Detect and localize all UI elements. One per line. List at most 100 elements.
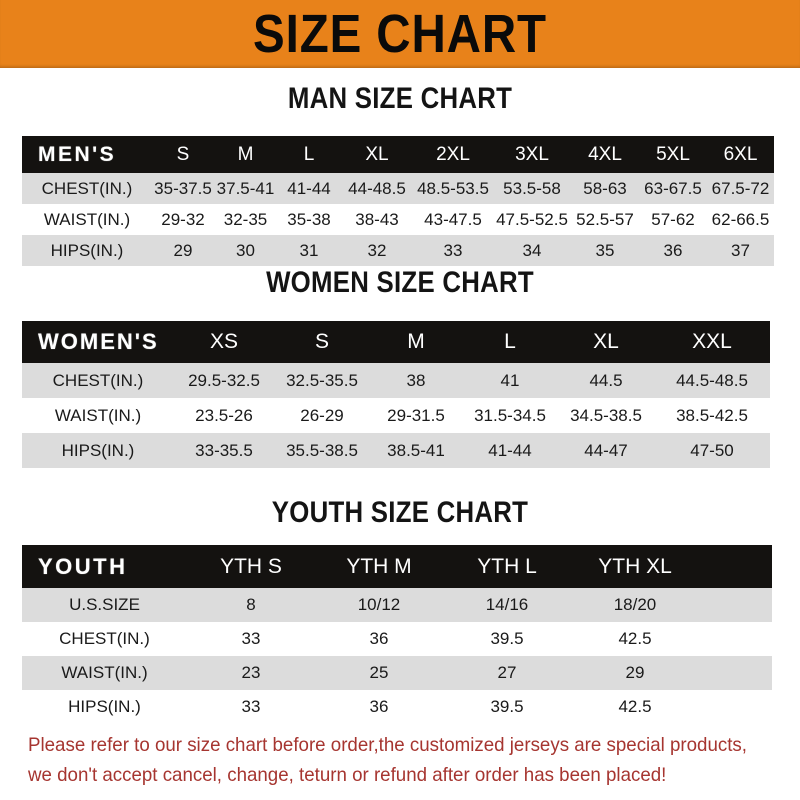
man-cell-value: 29: [152, 235, 214, 266]
man-column-header: 2XL: [413, 136, 493, 173]
man-cell-value: 52.5-57: [571, 204, 639, 235]
man-table-header-row: MEN'S S M L XL 2XL 3XL 4XL 5XL 6XL: [22, 136, 774, 173]
youth-cell-value: 42.5: [571, 622, 699, 656]
man-cell-value: 48.5-53.5: [413, 173, 493, 204]
footer-note-line-1: Please refer to our size chart before or…: [28, 734, 747, 756]
youth-cell-value: 36: [315, 690, 443, 724]
women-cell-value: 38.5-42.5: [654, 398, 770, 433]
women-cell-value: 29.5-32.5: [174, 363, 274, 398]
man-cell-value: 37: [707, 235, 774, 266]
man-cell-value: 63-67.5: [639, 173, 707, 204]
table-row: WAIST(IN.) 23.5-26 26-29 29-31.5 31.5-34.5 34…: [22, 398, 770, 433]
youth-column-header: YTH M: [315, 545, 443, 588]
youth-header-filler: [699, 545, 772, 588]
women-cell-value: 44.5: [558, 363, 654, 398]
table-row: WAIST(IN.) 23 25 27 29: [22, 656, 772, 690]
man-cell-value: 29-32: [152, 204, 214, 235]
man-cell-value: 32-35: [214, 204, 277, 235]
women-column-header: L: [462, 321, 558, 363]
page-title: SIZE CHART: [253, 4, 547, 64]
youth-cell-value: 10/12: [315, 588, 443, 622]
youth-cell-value: 8: [187, 588, 315, 622]
table-row: CHEST(IN.) 29.5-32.5 32.5-35.5 38 41 44.5 44.5…: [22, 363, 770, 398]
man-row-label: HIPS(IN.): [22, 235, 152, 266]
table-row: U.S.SIZE 8 10/12 14/16 18/20: [22, 588, 772, 622]
man-cell-value: 37.5-41: [214, 173, 277, 204]
youth-row-label: U.S.SIZE: [22, 588, 187, 622]
women-cell-value: 41-44: [462, 433, 558, 468]
man-cell-value: 58-63: [571, 173, 639, 204]
women-cell-value: 38.5-41: [370, 433, 462, 468]
man-column-header: L: [277, 136, 341, 173]
women-cell-value: 23.5-26: [174, 398, 274, 433]
man-cell-value: 41-44: [277, 173, 341, 204]
man-cell-value: 53.5-58: [493, 173, 571, 204]
women-cell-value: 35.5-38.5: [274, 433, 370, 468]
man-cell-value: 34: [493, 235, 571, 266]
women-cell-value: 41: [462, 363, 558, 398]
women-column-header: M: [370, 321, 462, 363]
women-section-title: WOMEN SIZE CHART: [266, 266, 534, 299]
table-row: HIPS(IN.) 33 36 39.5 42.5: [22, 690, 772, 724]
youth-table-header-row: YOUTH YTH S YTH M YTH L YTH XL: [22, 545, 772, 588]
man-row-label: WAIST(IN.): [22, 204, 152, 235]
man-row-label: CHEST(IN.): [22, 173, 152, 204]
man-cell-value: 35: [571, 235, 639, 266]
youth-cell-value: 25: [315, 656, 443, 690]
page-banner: SIZE CHART: [0, 0, 800, 68]
women-cell-value: 38: [370, 363, 462, 398]
youth-row-filler: [699, 588, 772, 622]
youth-cell-value: 29: [571, 656, 699, 690]
youth-size-table: YOUTH YTH S YTH M YTH L YTH XL U.S.SIZE 8 10/12…: [22, 545, 772, 724]
women-cell-value: 47-50: [654, 433, 770, 468]
women-cell-value: 44-47: [558, 433, 654, 468]
man-cell-value: 43-47.5: [413, 204, 493, 235]
man-column-header: S: [152, 136, 214, 173]
footer-note: Please refer to our size chart before or…: [28, 730, 747, 790]
women-column-header: S: [274, 321, 370, 363]
man-cell-value: 38-43: [341, 204, 413, 235]
women-column-header: XL: [558, 321, 654, 363]
man-column-header: 6XL: [707, 136, 774, 173]
table-row: CHEST(IN.) 35-37.5 37.5-41 41-44 44-48.5 48.5…: [22, 173, 774, 204]
women-size-table: WOMEN'S XS S M L XL XXL CHEST(IN.) 29.5-32.5 32.5…: [22, 321, 770, 468]
women-header-label: WOMEN'S: [22, 321, 174, 363]
youth-cell-value: 14/16: [443, 588, 571, 622]
women-cell-value: 26-29: [274, 398, 370, 433]
man-cell-value: 57-62: [639, 204, 707, 235]
man-header-label: MEN'S: [22, 136, 152, 173]
table-row: HIPS(IN.) 33-35.5 35.5-38.5 38.5-41 41-44 44-…: [22, 433, 770, 468]
youth-column-header: YTH S: [187, 545, 315, 588]
man-cell-value: 35-37.5: [152, 173, 214, 204]
man-column-header: 3XL: [493, 136, 571, 173]
man-cell-value: 67.5-72: [707, 173, 774, 204]
man-cell-value: 62-66.5: [707, 204, 774, 235]
women-cell-value: 29-31.5: [370, 398, 462, 433]
table-row: CHEST(IN.) 33 36 39.5 42.5: [22, 622, 772, 656]
women-row-label: CHEST(IN.): [22, 363, 174, 398]
youth-row-filler: [699, 656, 772, 690]
youth-cell-value: 42.5: [571, 690, 699, 724]
youth-cell-value: 39.5: [443, 690, 571, 724]
man-column-header: 5XL: [639, 136, 707, 173]
youth-cell-value: 33: [187, 690, 315, 724]
man-cell-value: 31: [277, 235, 341, 266]
man-cell-value: 33: [413, 235, 493, 266]
man-cell-value: 44-48.5: [341, 173, 413, 204]
women-cell-value: 32.5-35.5: [274, 363, 370, 398]
man-cell-value: 30: [214, 235, 277, 266]
man-section-title: MAN SIZE CHART: [287, 82, 513, 115]
women-cell-value: 34.5-38.5: [558, 398, 654, 433]
women-cell-value: 44.5-48.5: [654, 363, 770, 398]
women-column-header: XS: [174, 321, 274, 363]
man-column-header: XL: [341, 136, 413, 173]
youth-cell-value: 27: [443, 656, 571, 690]
man-size-table: MEN'S S M L XL 2XL 3XL 4XL 5XL 6XL CHEST(IN.) 35-37…: [22, 136, 774, 266]
man-column-header: 4XL: [571, 136, 639, 173]
women-row-label: WAIST(IN.): [22, 398, 174, 433]
youth-header-label: YOUTH: [22, 545, 187, 588]
youth-cell-value: 39.5: [443, 622, 571, 656]
table-row: WAIST(IN.) 29-32 32-35 35-38 38-43 43-47.5 47.…: [22, 204, 774, 235]
youth-column-header: YTH XL: [571, 545, 699, 588]
